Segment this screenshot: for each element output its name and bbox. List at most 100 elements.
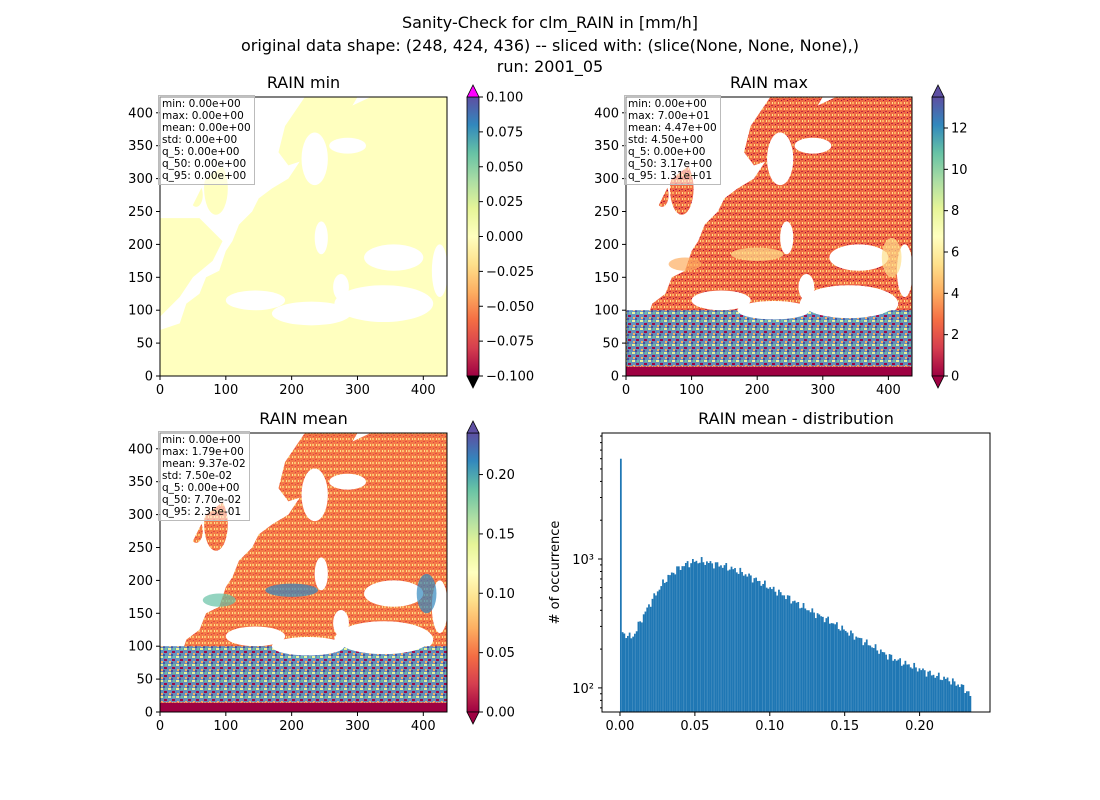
histogram-bar bbox=[700, 557, 703, 712]
figure-title-line3: run: 2001_05 bbox=[496, 57, 604, 76]
map-sea-mediterranean-east-2 bbox=[337, 625, 430, 655]
histogram-bar bbox=[828, 623, 831, 712]
panel-1: 0 100 200 300 400 0 50 100 150 200 250 300 350 400 RAI… bbox=[128, 73, 534, 398]
stats-line: q_95: 2.35e-01 bbox=[162, 506, 242, 518]
histogram-bar bbox=[950, 684, 952, 712]
y-tick-label: 300 bbox=[128, 172, 153, 187]
x-tick-label: 0.00 bbox=[606, 719, 635, 734]
histogram-bar bbox=[762, 584, 765, 712]
colorbar-tick-label: 0.075 bbox=[486, 125, 523, 140]
x-tick-label: 100 bbox=[213, 719, 238, 734]
histogram-bar bbox=[783, 595, 786, 712]
map-sea-black bbox=[364, 244, 424, 271]
colorbar-tick-label: 0.05 bbox=[486, 646, 515, 661]
histogram-bar bbox=[781, 595, 784, 712]
y-tick-label: 150 bbox=[128, 607, 153, 622]
histogram-bar bbox=[830, 623, 833, 712]
stats-line: std: 4.50e+00 bbox=[628, 134, 704, 146]
histogram-bar bbox=[818, 614, 821, 712]
colorbar: 0.100 0.075 0.050 0.025 0.000 −0.025 −0.050 −0.… bbox=[466, 84, 534, 389]
histogram-bar bbox=[897, 659, 900, 712]
colorbar-tick-label: 0.00 bbox=[486, 706, 515, 721]
y-tick-label: 300 bbox=[128, 508, 153, 523]
histogram-bar bbox=[937, 672, 940, 712]
histogram-bar bbox=[670, 572, 673, 712]
histogram-bar bbox=[867, 645, 870, 712]
y-tick-label: 400 bbox=[128, 106, 153, 121]
histogram-bar bbox=[704, 564, 707, 712]
colorbar-extend-max bbox=[466, 420, 480, 434]
histogram-bar bbox=[901, 665, 903, 712]
map-sea-baltic bbox=[767, 132, 794, 186]
colorbar-tick-label: 0.10 bbox=[486, 587, 515, 602]
histogram-bar bbox=[642, 614, 645, 712]
colorbar-tick-label: 0 bbox=[951, 370, 959, 385]
y-tick-label: 100 bbox=[128, 304, 153, 319]
histogram-bar bbox=[851, 633, 854, 712]
histogram-bar bbox=[795, 602, 798, 712]
stats-line: max: 7.00e+01 bbox=[628, 110, 710, 122]
histogram-bar bbox=[786, 595, 789, 712]
map-land-scandinavia bbox=[278, 433, 358, 502]
colorbar-gradient bbox=[466, 432, 480, 713]
map-sea-adriatic bbox=[780, 221, 794, 255]
histogram-bar bbox=[778, 589, 780, 712]
map-sea-black bbox=[364, 580, 424, 607]
histogram-bar bbox=[823, 622, 826, 712]
histogram-bar bbox=[635, 631, 638, 712]
map-sea-mediterranean-west bbox=[691, 290, 751, 311]
histogram-bar bbox=[860, 638, 863, 712]
figure-title-line1: Sanity-Check for clm_RAIN in [mm/h] bbox=[401, 13, 699, 32]
histogram-bar bbox=[850, 630, 852, 712]
histogram-bar bbox=[918, 668, 921, 712]
histogram-bar bbox=[653, 593, 656, 712]
histogram-bar bbox=[946, 677, 949, 712]
x-tick-label: 0 bbox=[156, 719, 164, 734]
y-tick-label: 200 bbox=[128, 574, 153, 589]
histogram-bar bbox=[857, 637, 859, 712]
map-sea-mediterranean-east bbox=[334, 285, 434, 323]
histogram-bar bbox=[651, 598, 654, 712]
stats-line: q_50: 3.17e+00 bbox=[628, 158, 713, 170]
colorbar-tick-label: 0.050 bbox=[486, 160, 523, 175]
x-tick-label: 100 bbox=[213, 383, 238, 398]
panel-title: RAIN mean - distribution bbox=[698, 409, 894, 428]
histogram-bar bbox=[951, 678, 954, 712]
colorbar-tick-label: 0.000 bbox=[486, 230, 523, 245]
histogram-bar bbox=[865, 639, 868, 712]
map-sea-bothnia bbox=[329, 137, 367, 154]
histogram-bar bbox=[649, 606, 652, 712]
histogram-bar bbox=[802, 603, 805, 712]
histogram-bar bbox=[751, 582, 754, 712]
histogram-bar bbox=[767, 588, 770, 712]
colorbar-tick-label: 0.20 bbox=[486, 468, 515, 483]
histogram-bar bbox=[883, 652, 886, 712]
histogram-bar bbox=[713, 568, 715, 712]
histogram-bar bbox=[646, 607, 649, 712]
map-land-scandinavia bbox=[744, 97, 823, 166]
map-sea-mediterranean-east-2 bbox=[803, 289, 895, 319]
histogram-bar bbox=[871, 647, 873, 712]
histogram-bar bbox=[874, 644, 877, 712]
colorbar-tick-label: 12 bbox=[951, 122, 968, 137]
histogram-bar bbox=[820, 616, 822, 712]
histogram-bar bbox=[790, 603, 793, 712]
colorbar-extend-max bbox=[931, 84, 945, 98]
y-tick-label: 10³ bbox=[572, 553, 594, 568]
y-tick-label: 250 bbox=[594, 205, 619, 220]
histogram-bar bbox=[913, 662, 916, 712]
histogram-bar bbox=[788, 595, 791, 712]
map-field-pyrenees bbox=[668, 257, 702, 271]
axes-frame bbox=[159, 96, 448, 377]
histogram-bar bbox=[728, 569, 731, 712]
histogram-bar bbox=[806, 610, 808, 712]
histogram-bar bbox=[853, 639, 856, 712]
x-tick-label: 200 bbox=[279, 719, 304, 734]
histogram-bar bbox=[960, 684, 963, 712]
histogram-bar bbox=[706, 561, 708, 712]
colorbar-extend-min bbox=[931, 375, 945, 389]
map-sea-baltic bbox=[301, 468, 328, 522]
colorbar-tick-label: 4 bbox=[951, 287, 959, 302]
histogram-bar bbox=[648, 604, 650, 712]
x-tick-label: 100 bbox=[679, 383, 704, 398]
